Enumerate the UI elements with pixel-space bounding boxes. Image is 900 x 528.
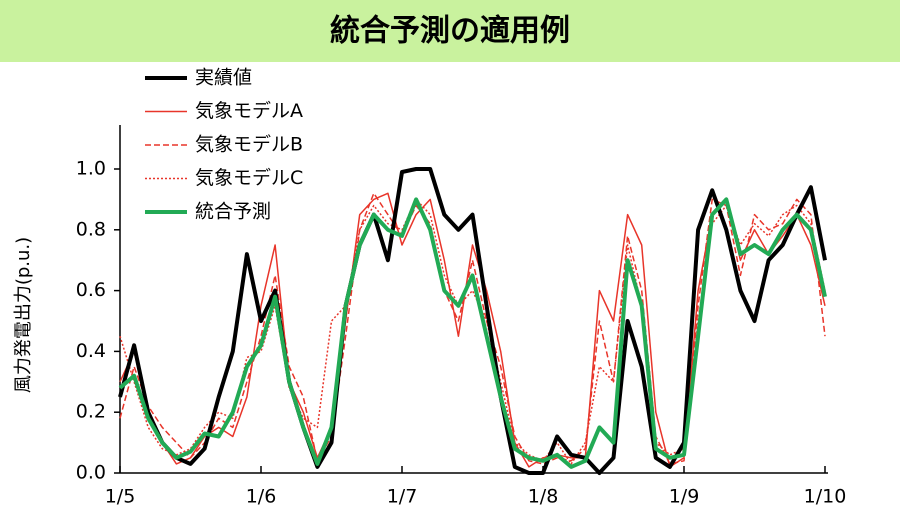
x-tick-label: 1/8	[528, 486, 559, 508]
y-axis-label: 風力発電出力(p.u.)	[13, 237, 34, 393]
y-tick-label: 0.0	[76, 462, 106, 484]
y-tick-label: 0.6	[76, 279, 106, 301]
series-line	[119, 192, 826, 465]
legend-label: 統合予測	[195, 201, 271, 223]
x-tick-label: 1/6	[246, 486, 277, 508]
legend-label: 実績値	[195, 67, 252, 89]
x-tick-label: 1/10	[804, 486, 847, 508]
title-banner	[0, 0, 900, 62]
x-tick-label: 1/9	[669, 486, 700, 508]
x-tick-label: 1/5	[105, 486, 136, 508]
x-tick-label: 1/7	[387, 486, 418, 508]
chart-title: 統合予測の適用例	[330, 14, 570, 49]
y-tick-label: 0.4	[76, 340, 106, 362]
series-line	[118, 167, 827, 475]
y-tick-label: 0.8	[76, 218, 106, 240]
legend-label: 気象モデルC	[195, 167, 303, 189]
y-tick-label: 1.0	[76, 158, 106, 180]
legend-label: 気象モデルA	[195, 100, 303, 122]
legend-label: 気象モデルB	[195, 134, 303, 156]
y-tick-label: 0.2	[76, 401, 106, 423]
series-line	[118, 197, 827, 469]
